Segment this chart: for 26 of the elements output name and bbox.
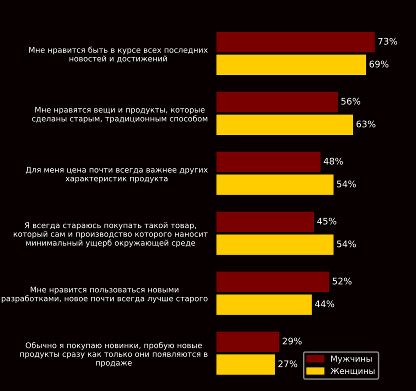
data-label: 48% bbox=[324, 158, 343, 165]
bar bbox=[216, 54, 366, 76]
data-label: 27% bbox=[278, 360, 298, 368]
bar bbox=[216, 234, 334, 255]
legend-label: Мужчины bbox=[331, 356, 372, 364]
legend-label: Женщины bbox=[330, 368, 374, 376]
data-label: 69% bbox=[370, 60, 388, 68]
bar bbox=[216, 272, 330, 292]
bar bbox=[216, 212, 314, 232]
data-label: 56% bbox=[341, 98, 360, 105]
data-label: 54% bbox=[337, 180, 356, 188]
bar bbox=[216, 114, 354, 135]
bar bbox=[216, 152, 321, 172]
data-label: 45% bbox=[317, 218, 336, 225]
bar bbox=[216, 174, 334, 195]
data-label: 29% bbox=[282, 338, 302, 344]
data-label: 52% bbox=[332, 278, 352, 284]
bar bbox=[216, 332, 280, 352]
bar bbox=[216, 294, 312, 315]
bar bbox=[216, 32, 375, 52]
data-label: 73% bbox=[378, 38, 398, 45]
data-label: 44% bbox=[315, 300, 334, 308]
data-label: 54% bbox=[337, 240, 356, 248]
data-label: 63% bbox=[356, 120, 376, 128]
bar bbox=[216, 354, 275, 375]
bar bbox=[216, 92, 338, 112]
